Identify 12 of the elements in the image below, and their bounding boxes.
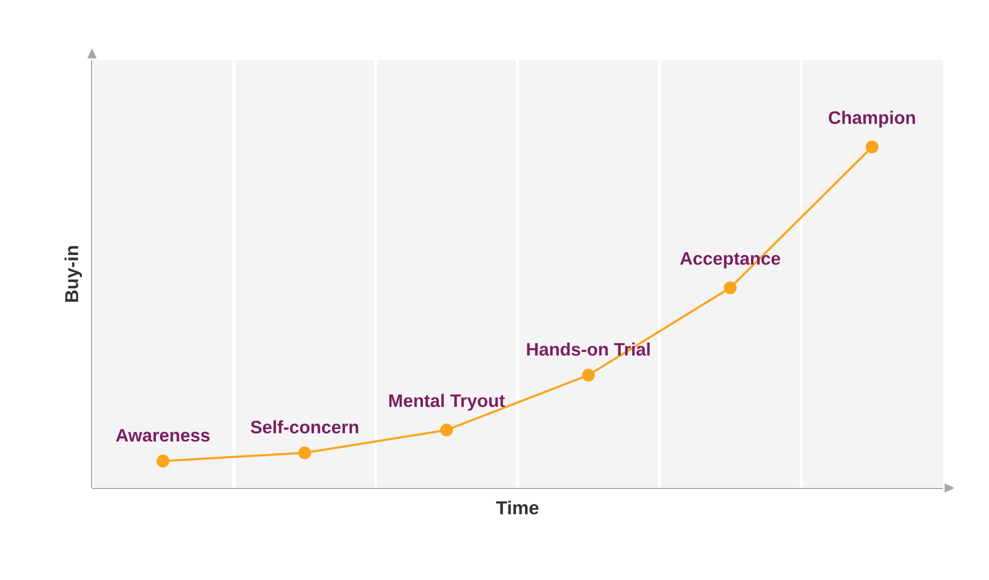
point <box>866 140 878 154</box>
point <box>156 454 170 468</box>
y-axis-title: Buy-in <box>64 246 82 302</box>
point <box>582 368 595 382</box>
annotation: Self-concern <box>250 420 358 434</box>
x-axis-title: Time <box>496 500 538 514</box>
annotation: Mental Tryout <box>389 394 505 411</box>
point <box>724 281 737 294</box>
text: Champion <box>828 110 915 128</box>
annotation: Awareness <box>116 429 210 442</box>
point <box>440 424 453 436</box>
point <box>298 446 312 460</box>
